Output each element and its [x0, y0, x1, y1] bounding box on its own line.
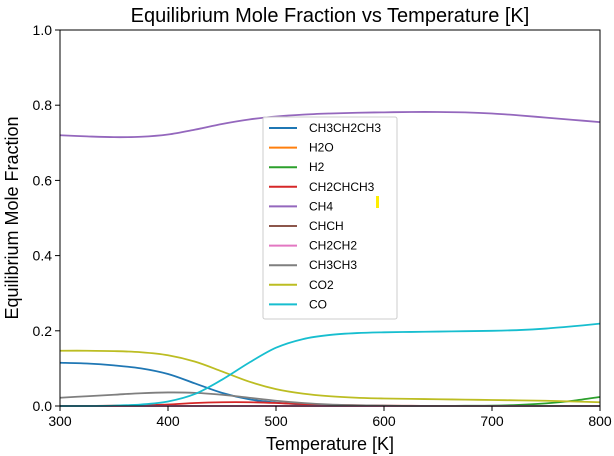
legend: CH3CH2CH3 H2O H2 CH2CHCH3 CH4 CHCH CH2CH2 CH3CH… [262, 116, 398, 320]
x-tick-label: 700 [480, 413, 504, 429]
legend-entry-label: H2 [309, 160, 325, 174]
legend-entry-label: CO [309, 297, 327, 311]
legend-entry-label: CH3CH2CH3 [309, 121, 381, 135]
x-tick-label: 400 [156, 413, 180, 429]
series-line-co2 [59, 349, 601, 404]
y-tick-label: 0.2 [33, 323, 53, 339]
y-tick-label: 1.0 [33, 22, 53, 38]
x-tick-label: 300 [48, 413, 72, 429]
x-tick-label: 500 [264, 413, 288, 429]
y-tick-label: 0.6 [33, 172, 53, 188]
y-axis: 0.0 0.2 0.4 0.6 0.8 1.0 [33, 22, 60, 414]
y-axis-label: Equilibrium Mole Fraction [2, 116, 22, 319]
yellow-marker [376, 196, 379, 208]
plot-frame [59, 29, 601, 407]
chart-title: Equilibrium Mole Fraction vs Temperature… [131, 5, 530, 27]
x-axis-label: Temperature [K] [266, 434, 394, 454]
series-line-co [59, 322, 601, 407]
legend-entry-label: CH3CH3 [309, 258, 357, 272]
x-tick-label: 600 [372, 413, 396, 429]
x-axis: 300 400 500 600 700 800 [48, 406, 612, 429]
legend-entry-label: CO2 [309, 278, 334, 292]
legend-entry-label: CHCH [309, 219, 344, 233]
legend-entry-label: CH4 [309, 199, 333, 213]
y-tick-label: 0.4 [33, 248, 53, 264]
legend-entry-label: H2O [309, 141, 334, 155]
y-tick-label: 0.0 [33, 398, 53, 414]
legend-entry-label: CH2CH2 [309, 239, 357, 253]
legend-entry-label: CH2CHCH3 [309, 180, 375, 194]
x-tick-label: 800 [588, 413, 612, 429]
y-tick-label: 0.8 [33, 97, 53, 113]
series-line-ch4 [59, 111, 601, 139]
